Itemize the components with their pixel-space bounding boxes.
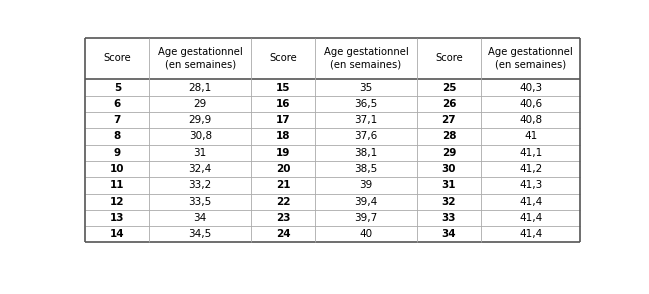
Text: 33,2: 33,2: [189, 181, 212, 191]
Text: 28,1: 28,1: [189, 83, 212, 93]
Text: 31: 31: [442, 181, 456, 191]
Text: 39,7: 39,7: [354, 213, 378, 223]
Text: 32: 32: [442, 197, 456, 207]
Text: 29: 29: [442, 148, 456, 158]
Text: Age gestationnel
(en semaines): Age gestationnel (en semaines): [324, 47, 408, 70]
Text: 5: 5: [114, 83, 121, 93]
Text: 38,1: 38,1: [354, 148, 378, 158]
Text: Age gestationnel
(en semaines): Age gestationnel (en semaines): [488, 47, 573, 70]
Text: 41,4: 41,4: [519, 197, 542, 207]
Text: 41,1: 41,1: [519, 148, 542, 158]
Text: 7: 7: [114, 115, 121, 125]
Text: 6: 6: [114, 99, 121, 109]
Text: 22: 22: [276, 197, 290, 207]
Text: 38,5: 38,5: [354, 164, 378, 174]
Text: 41: 41: [524, 131, 537, 141]
Text: 18: 18: [276, 131, 290, 141]
Text: 40,6: 40,6: [519, 99, 542, 109]
Text: 12: 12: [110, 197, 125, 207]
Text: 40,3: 40,3: [519, 83, 542, 93]
Text: Score: Score: [435, 54, 463, 64]
Text: 41,4: 41,4: [519, 229, 542, 239]
Text: 24: 24: [276, 229, 291, 239]
Text: 20: 20: [276, 164, 290, 174]
Text: 21: 21: [276, 181, 290, 191]
Text: 41,3: 41,3: [519, 181, 542, 191]
Text: 40,8: 40,8: [519, 115, 542, 125]
Text: 14: 14: [110, 229, 125, 239]
Text: 34,5: 34,5: [189, 229, 212, 239]
Text: 16: 16: [276, 99, 290, 109]
Text: 23: 23: [276, 213, 290, 223]
Text: 37,6: 37,6: [354, 131, 378, 141]
Text: 19: 19: [276, 148, 290, 158]
Text: 9: 9: [114, 148, 121, 158]
Text: 32,4: 32,4: [189, 164, 212, 174]
Text: 41,2: 41,2: [519, 164, 542, 174]
Text: 13: 13: [110, 213, 125, 223]
Text: 25: 25: [442, 83, 456, 93]
Text: 33: 33: [442, 213, 456, 223]
Text: 31: 31: [193, 148, 207, 158]
Text: 10: 10: [110, 164, 125, 174]
Text: 17: 17: [276, 115, 291, 125]
Text: 39,4: 39,4: [354, 197, 378, 207]
Text: 29: 29: [193, 99, 207, 109]
Text: 40: 40: [360, 229, 373, 239]
Text: 33,5: 33,5: [189, 197, 212, 207]
Text: 8: 8: [114, 131, 121, 141]
Text: 35: 35: [360, 83, 373, 93]
Text: 29,9: 29,9: [189, 115, 212, 125]
Text: 36,5: 36,5: [354, 99, 378, 109]
Text: Score: Score: [103, 54, 131, 64]
Text: 37,1: 37,1: [354, 115, 378, 125]
Text: 41,4: 41,4: [519, 213, 542, 223]
Text: 11: 11: [110, 181, 125, 191]
Text: Age gestationnel
(en semaines): Age gestationnel (en semaines): [158, 47, 243, 70]
Text: 28: 28: [442, 131, 456, 141]
Text: 30,8: 30,8: [189, 131, 212, 141]
Text: 26: 26: [442, 99, 456, 109]
Text: 34: 34: [441, 229, 456, 239]
Text: 27: 27: [441, 115, 456, 125]
Text: 30: 30: [442, 164, 456, 174]
Text: 34: 34: [193, 213, 207, 223]
Text: 15: 15: [276, 83, 290, 93]
Text: Score: Score: [269, 54, 297, 64]
Text: 39: 39: [360, 181, 373, 191]
